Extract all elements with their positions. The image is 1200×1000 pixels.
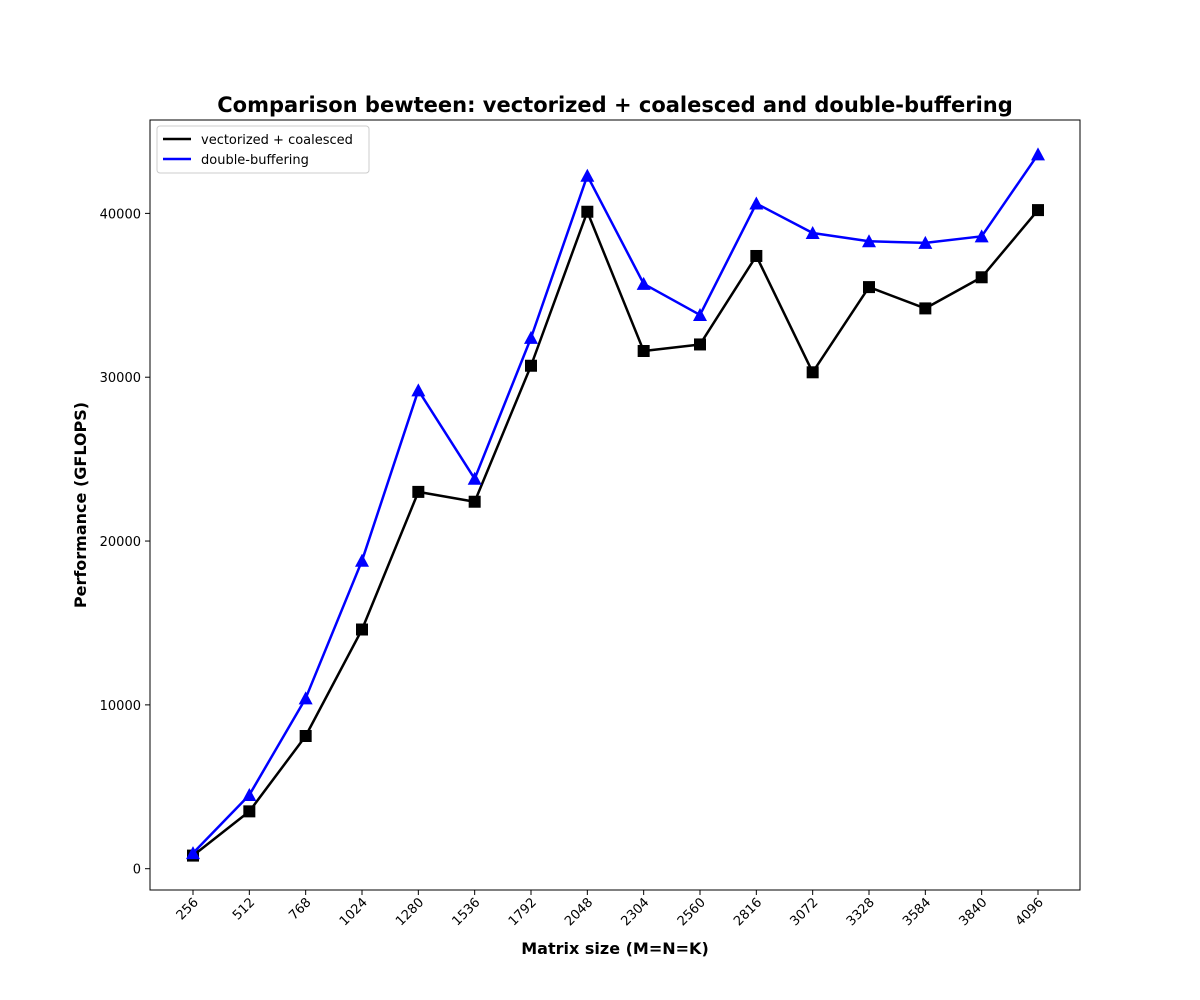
data-point-square <box>299 730 312 742</box>
series-double-buffering <box>186 147 1045 860</box>
y-axis-label: Performance (GFLOPS) <box>71 402 90 608</box>
data-point-triangle <box>918 235 933 249</box>
data-point-square <box>863 281 875 294</box>
data-point-triangle <box>805 226 820 240</box>
data-point-triangle <box>186 846 200 860</box>
plot-area-frame <box>149 119 1081 891</box>
data-point-square <box>806 366 819 379</box>
data-point-square <box>468 495 481 508</box>
data-point-square <box>975 271 988 284</box>
data-point-triangle <box>1031 147 1045 161</box>
data-point-square <box>356 623 368 636</box>
y-axis-ticks: 0 10000 20000 30000 40000 <box>100 207 150 878</box>
legend-label-vectorized-coalesced: vectorized + coalesced <box>201 133 353 148</box>
y-tick-label: 30000 <box>100 371 141 386</box>
data-point-square <box>919 302 932 315</box>
data-point-triangle <box>467 471 482 485</box>
data-point-square <box>581 205 594 218</box>
data-point-square <box>750 249 763 262</box>
data-point-triangle <box>749 196 764 210</box>
data-point-square <box>637 345 650 357</box>
y-tick-label: 10000 <box>100 699 141 714</box>
data-point-triangle <box>355 553 369 567</box>
data-point-triangle <box>411 383 426 397</box>
series-vectorized-coalesced <box>187 204 1044 862</box>
data-point-triangle <box>974 229 989 243</box>
data-point-square <box>525 359 537 372</box>
legend-box <box>156 125 370 174</box>
data-point-triangle <box>636 276 651 290</box>
chart-title: Comparison bewteen: vectorized + coalesc… <box>217 93 1013 117</box>
legend-label-double-buffering: double-buffering <box>201 153 309 168</box>
data-point-triangle <box>242 787 257 801</box>
data-point-triangle <box>862 234 876 248</box>
data-point-triangle <box>693 307 707 321</box>
y-tick-label: 0 <box>133 863 141 878</box>
data-point-square <box>243 805 256 818</box>
legend: vectorized + coalesced double-buffering <box>156 125 370 174</box>
series-line-double-buffering <box>192 153 1040 855</box>
y-tick-label: 40000 <box>100 207 141 222</box>
data-point-triangle <box>298 691 313 705</box>
series-line-vectorized-coalesced <box>192 209 1039 857</box>
data-point-square <box>412 485 425 498</box>
data-point-square <box>694 338 706 351</box>
data-point-square <box>1032 204 1044 217</box>
y-tick-label: 20000 <box>100 535 141 550</box>
series-layer <box>186 147 1045 862</box>
data-point-triangle <box>524 330 538 344</box>
data-point-triangle <box>580 168 595 182</box>
x-axis-label: Matrix size (M=N=K) <box>521 939 709 958</box>
